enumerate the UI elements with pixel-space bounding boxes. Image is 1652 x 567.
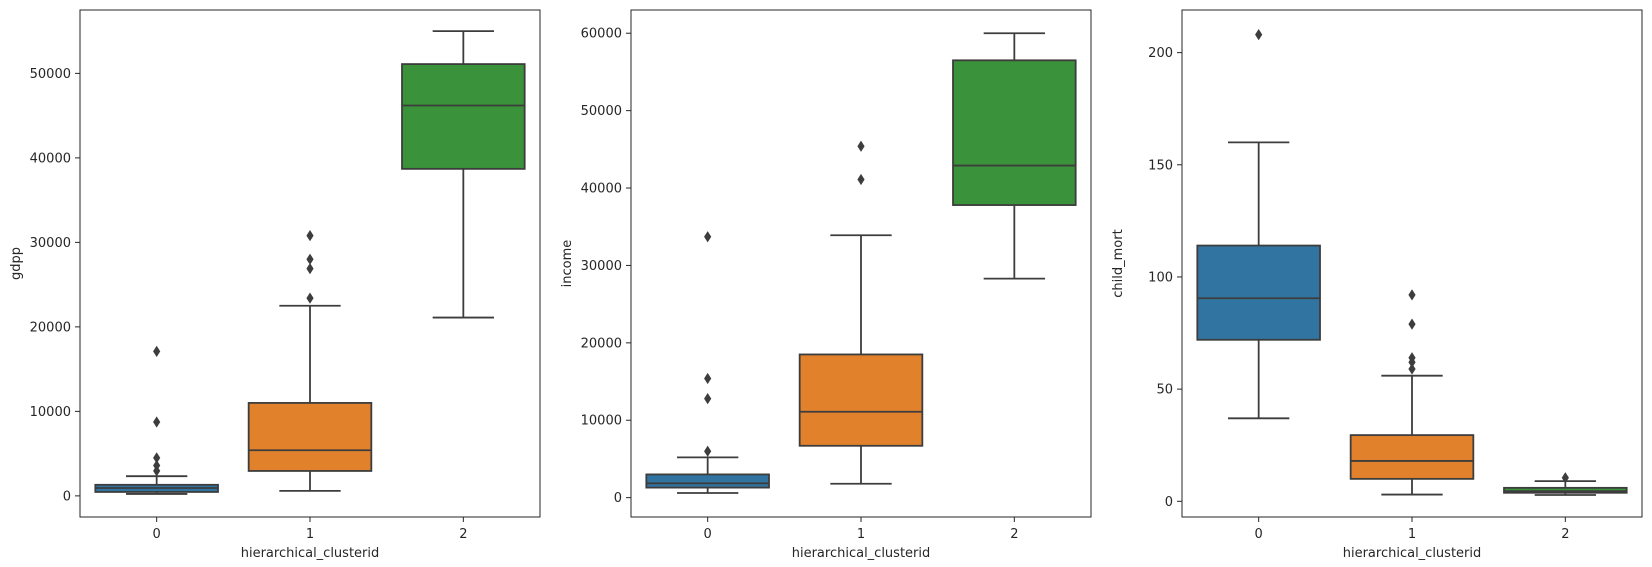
gdpp-x-tick-label-1: 1 (306, 527, 314, 542)
income-iqr-box-2 (952, 59, 1077, 206)
gdpp-outlier-1-3 (306, 229, 314, 242)
child-mort-x-tick-label-0: 0 (1255, 527, 1263, 542)
income-outlier-0-0 (704, 445, 712, 457)
income-outlier-0-3 (704, 231, 712, 243)
gdpp-x-axis-label: hierarchical_clusterid (241, 546, 380, 561)
income-boxplot-panel: 0 10000 20000 30000 40000 50000 60000 0 1 2 hierar… (560, 9, 1092, 561)
income-outlier-0-1 (704, 392, 712, 405)
income-y-tick-label-3: 30000 (581, 259, 622, 274)
child-mort-x-axis-label: hierarchical_clusterid (1343, 546, 1482, 561)
gdpp-y-tick-label-3: 30000 (30, 236, 71, 251)
child-mort-outlier-0-0 (1255, 29, 1263, 41)
child-mort-x-tick-label-2: 2 (1561, 527, 1569, 542)
income-x-tick-label-2: 2 (1010, 527, 1018, 542)
income-outlier-0-2 (704, 372, 712, 385)
income-box-group-0 (645, 231, 770, 494)
child-mort-y-tick-label-0: 0 (1165, 495, 1173, 510)
income-y-tick-label-0: 0 (614, 491, 622, 506)
gdpp-box-group-1 (247, 229, 373, 492)
income-iqr-box-1 (798, 353, 924, 447)
child-mort-y-axis-label: child_mort (1111, 229, 1126, 297)
child-mort-box-group-1 (1349, 289, 1475, 496)
income-y-axis-label: income (560, 240, 575, 288)
child-mort-y-tick-label-2: 100 (1148, 270, 1173, 285)
gdpp-box-group-2 (401, 30, 526, 319)
gdpp-outlier-0-4 (153, 345, 161, 358)
gdpp-y-axis-label: gdpp (9, 247, 24, 280)
child-mort-box-group-0 (1196, 29, 1321, 420)
gdpp-y-tick-label-5: 50000 (30, 67, 71, 82)
child-mort-y-tick-label-1: 50 (1156, 383, 1173, 398)
child-mort-y-tick-label-4: 200 (1148, 46, 1173, 61)
gdpp-box-group-0 (94, 345, 219, 495)
income-outlier-1-1 (857, 140, 865, 152)
gdpp-y-tick-label-2: 20000 (30, 320, 71, 335)
gdpp-boxplot-panel: 0 10000 20000 30000 40000 50000 0 1 2 hierarchica… (9, 9, 541, 561)
income-y-tick-label-2: 20000 (581, 336, 622, 351)
income-iqr-box-0 (645, 473, 770, 489)
gdpp-outlier-0-1 (153, 459, 161, 472)
child-mort-outlier-1-2 (1408, 352, 1416, 364)
gdpp-outlier-1-1 (306, 262, 314, 275)
child-mort-outlier-2-0 (1561, 472, 1569, 484)
child-mort-outlier-1-4 (1408, 289, 1416, 301)
income-outlier-1-0 (857, 173, 865, 186)
gdpp-outlier-1-0 (306, 292, 314, 304)
income-y-tick-label-1: 10000 (581, 414, 622, 429)
income-box-group-1 (798, 140, 924, 485)
income-x-tick-label-0: 0 (704, 527, 712, 542)
gdpp-y-tick-label-0: 0 (63, 489, 71, 504)
child-mort-outlier-1-3 (1408, 318, 1416, 330)
gdpp-y-tick-label-4: 40000 (30, 151, 71, 166)
child-mort-boxplot-panel: 0 50 100 150 200 0 1 2 hierarchical_clusterid chi… (1111, 9, 1643, 561)
gdpp-y-tick-label-1: 10000 (30, 405, 71, 420)
child-mort-box-group-2 (1503, 472, 1628, 496)
income-y-tick-label-4: 40000 (581, 182, 622, 197)
gdpp-iqr-box-2 (401, 63, 526, 170)
income-box-group-2 (952, 32, 1077, 280)
gdpp-iqr-box-1 (247, 402, 373, 472)
gdpp-outlier-0-3 (153, 416, 161, 428)
child-mort-iqr-box-1 (1349, 434, 1475, 480)
gdpp-outlier-1-2 (306, 253, 314, 265)
child-mort-outlier-1-0 (1408, 363, 1416, 375)
gdpp-x-tick-label-0: 0 (153, 527, 161, 542)
child-mort-x-tick-label-1: 1 (1408, 527, 1416, 542)
child-mort-iqr-box-0 (1196, 244, 1321, 341)
child-mort-y-tick-label-3: 150 (1148, 158, 1173, 173)
gdpp-outlier-0-2 (153, 452, 161, 464)
gdpp-x-tick-label-2: 2 (459, 527, 467, 542)
income-y-tick-label-5: 50000 (581, 104, 622, 119)
income-x-axis-label: hierarchical_clusterid (792, 546, 931, 561)
income-y-tick-label-6: 60000 (581, 27, 622, 42)
income-x-tick-label-1: 1 (857, 527, 865, 542)
